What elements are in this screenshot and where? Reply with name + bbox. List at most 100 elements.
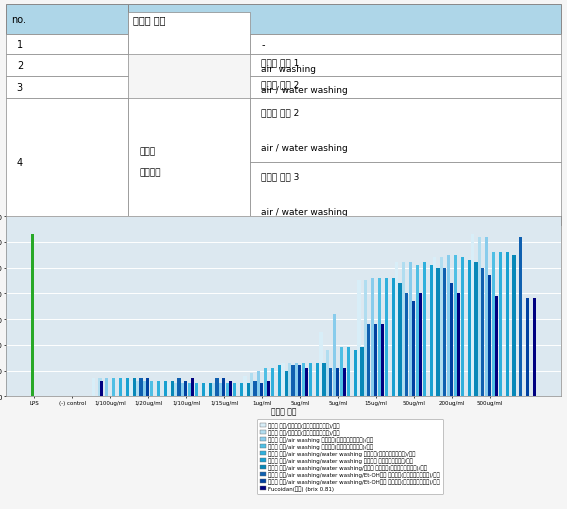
Bar <box>267 381 270 397</box>
Bar <box>488 276 491 397</box>
Bar <box>174 384 177 397</box>
Bar <box>91 379 95 397</box>
Bar <box>402 263 405 397</box>
Bar <box>281 363 285 397</box>
Bar <box>167 384 171 397</box>
Bar <box>357 281 361 397</box>
Bar <box>98 379 101 397</box>
Bar <box>278 366 281 397</box>
Bar <box>336 369 339 397</box>
Bar <box>309 363 312 397</box>
Bar <box>31 235 34 397</box>
Bar <box>146 379 150 397</box>
Bar <box>119 379 122 397</box>
Bar <box>519 237 522 397</box>
Bar <box>191 379 194 397</box>
Bar <box>499 252 502 397</box>
Bar <box>364 281 367 397</box>
Text: 1: 1 <box>17 40 23 50</box>
Bar <box>457 294 460 397</box>
Bar <box>430 266 433 397</box>
Bar <box>478 237 481 397</box>
Text: air / water washing: air / water washing <box>261 207 348 216</box>
Bar <box>150 381 153 397</box>
Bar <box>264 369 267 397</box>
Bar <box>202 384 205 397</box>
Bar <box>298 366 302 397</box>
Bar <box>250 374 253 397</box>
Bar <box>333 314 336 397</box>
Bar <box>177 379 180 397</box>
Bar <box>233 384 236 397</box>
Text: 전처리 조건 2: 전처리 조건 2 <box>261 108 299 117</box>
Bar <box>437 268 439 397</box>
Bar <box>105 379 108 397</box>
Bar <box>443 268 446 397</box>
Legend: 강원도 수수/발아수수(표고균사발효산물)/액상, 강원도 수수/발아수수(표고균사발효산물)/액상, 강원도 수수/air washing 발아수수(표고균사: 강원도 수수/발아수수(표고균사발효산물)/액상, 강원도 수수/발아수수(표고… <box>257 419 443 494</box>
Bar <box>485 237 488 397</box>
Bar <box>361 348 363 397</box>
Bar <box>195 384 198 397</box>
Bar <box>440 258 443 397</box>
Text: 4: 4 <box>17 157 23 167</box>
Bar <box>126 379 129 397</box>
Bar <box>157 381 160 397</box>
Bar <box>419 294 422 397</box>
Text: air / water washing: air / water washing <box>261 144 348 153</box>
Bar <box>250 99 561 162</box>
Bar <box>447 255 450 397</box>
Bar <box>475 263 477 397</box>
Bar <box>378 278 381 397</box>
Bar <box>288 363 291 397</box>
Bar <box>250 162 561 226</box>
Bar <box>454 255 457 397</box>
Bar <box>6 35 128 55</box>
Bar <box>285 371 287 397</box>
Bar <box>215 379 218 397</box>
Bar <box>526 299 529 397</box>
Text: 전처리 조건 1: 전처리 조건 1 <box>261 58 299 67</box>
Bar <box>184 381 188 397</box>
Bar <box>399 284 401 397</box>
Bar <box>143 381 146 397</box>
Bar <box>385 278 388 397</box>
Text: air / water washing: air / water washing <box>261 87 348 95</box>
Bar <box>209 384 211 397</box>
Bar <box>323 363 325 397</box>
Bar <box>100 381 103 397</box>
Bar <box>492 252 495 397</box>
Bar <box>319 332 323 397</box>
Bar <box>533 299 536 397</box>
Bar <box>139 379 143 397</box>
Bar <box>354 350 357 397</box>
Bar <box>381 325 384 397</box>
Bar <box>128 99 250 226</box>
Bar <box>129 381 133 397</box>
Bar <box>367 325 370 397</box>
Bar <box>229 381 232 397</box>
Bar <box>513 255 515 397</box>
Text: 전처리 조건 2: 전처리 조건 2 <box>261 80 299 89</box>
Bar <box>423 263 426 397</box>
Bar <box>219 384 222 397</box>
Bar <box>257 371 260 397</box>
Bar <box>136 381 139 397</box>
Bar <box>316 363 319 397</box>
Bar <box>247 384 249 397</box>
Bar <box>471 235 475 397</box>
Bar <box>6 5 128 35</box>
Text: 전처리 공정: 전처리 공정 <box>133 15 166 25</box>
Bar <box>181 384 184 397</box>
Bar <box>253 381 256 397</box>
Bar <box>340 348 343 397</box>
Text: 강원도

수수원곡: 강원도 수수원곡 <box>139 147 160 177</box>
Bar <box>374 325 377 397</box>
Bar <box>128 13 250 55</box>
Bar <box>329 369 332 397</box>
Bar <box>240 384 243 397</box>
Bar <box>392 278 395 397</box>
Bar <box>250 77 561 99</box>
Bar <box>260 384 264 397</box>
Bar <box>395 263 399 397</box>
Bar <box>450 284 453 397</box>
